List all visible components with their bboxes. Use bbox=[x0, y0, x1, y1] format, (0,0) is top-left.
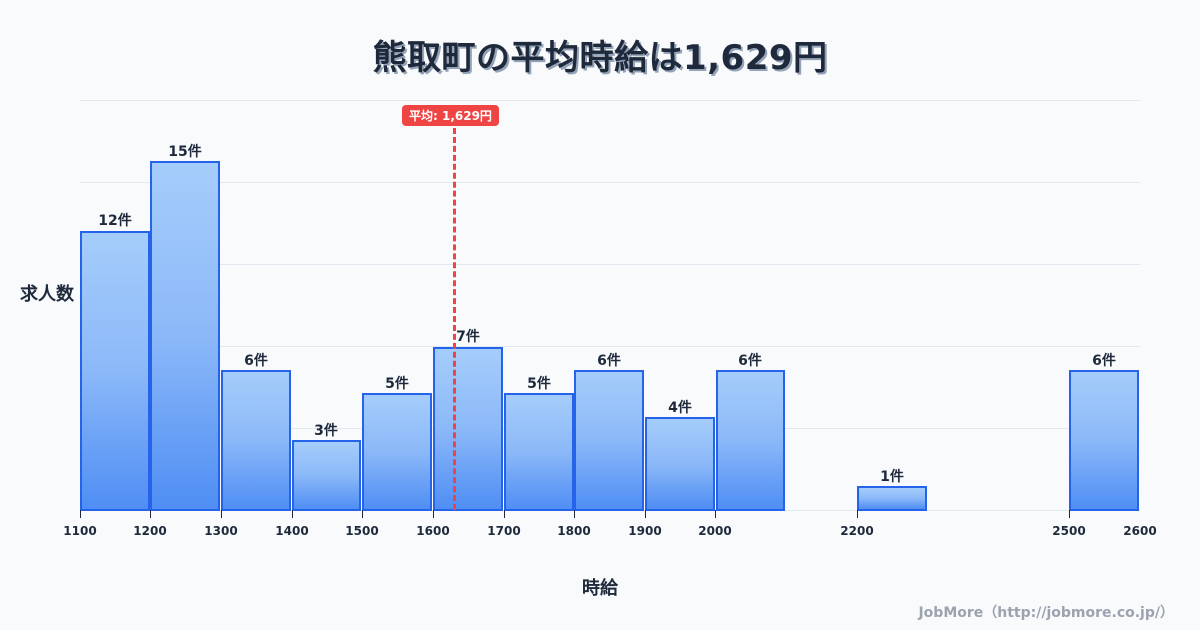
average-line bbox=[453, 128, 456, 510]
x-tick bbox=[645, 510, 646, 518]
bar-2200 bbox=[857, 486, 927, 511]
chart-title: 熊取町の平均時給は1,629円 bbox=[372, 38, 828, 78]
bar-1700 bbox=[504, 393, 574, 511]
gridline bbox=[80, 264, 1140, 265]
bar-1600 bbox=[433, 347, 503, 511]
x-tick-label: 2200 bbox=[840, 524, 874, 538]
x-tick bbox=[362, 510, 363, 518]
x-tick-label: 1500 bbox=[345, 524, 379, 538]
bar-value-label: 6件 bbox=[244, 353, 268, 369]
bar-value-label: 1件 bbox=[880, 469, 904, 485]
bar-value-label: 6件 bbox=[1092, 353, 1116, 369]
bar-value-label: 6件 bbox=[597, 353, 621, 369]
bar-1400 bbox=[292, 440, 361, 511]
x-tick bbox=[574, 510, 575, 518]
x-tick-label: 1700 bbox=[487, 524, 521, 538]
bar-2000 bbox=[716, 370, 785, 511]
average-badge: 平均: 1,629円 bbox=[402, 105, 499, 126]
bar-2500 bbox=[1069, 370, 1139, 511]
bar-value-label: 12件 bbox=[98, 213, 132, 229]
x-tick bbox=[715, 510, 716, 518]
bar-value-label: 6件 bbox=[738, 353, 762, 369]
bar-value-label: 5件 bbox=[527, 376, 551, 392]
x-tick-label: 1800 bbox=[557, 524, 591, 538]
gridline bbox=[80, 100, 1140, 101]
x-tick-label: 1200 bbox=[133, 524, 167, 538]
x-tick bbox=[1069, 510, 1070, 518]
bar-1200 bbox=[150, 161, 220, 511]
x-tick-label: 1600 bbox=[416, 524, 450, 538]
bar-1900 bbox=[645, 417, 715, 511]
x-tick bbox=[857, 510, 858, 518]
y-axis-label: 求人数 bbox=[20, 284, 74, 305]
bar-value-label: 7件 bbox=[456, 329, 480, 345]
x-tick bbox=[433, 510, 434, 518]
bar-1100 bbox=[80, 231, 150, 511]
x-tick bbox=[221, 510, 222, 518]
gridline bbox=[80, 182, 1140, 183]
bar-1500 bbox=[362, 393, 432, 511]
x-tick-label: 2500 bbox=[1052, 524, 1086, 538]
x-tick bbox=[292, 510, 293, 518]
x-tick bbox=[504, 510, 505, 518]
bar-value-label: 5件 bbox=[385, 376, 409, 392]
gridline bbox=[80, 346, 1140, 347]
bar-value-label: 15件 bbox=[168, 144, 202, 160]
bar-value-label: 3件 bbox=[314, 423, 338, 439]
bar-value-label: 4件 bbox=[668, 400, 692, 416]
bar-1800 bbox=[574, 370, 644, 511]
x-tick bbox=[150, 510, 151, 518]
credit-text: JobMore（http://jobmore.co.jp/） bbox=[918, 605, 1174, 621]
x-tick-label: 1900 bbox=[628, 524, 662, 538]
x-tick-label: 2000 bbox=[698, 524, 732, 538]
x-tick-label: 1400 bbox=[275, 524, 309, 538]
x-tick-label: 1300 bbox=[204, 524, 238, 538]
x-tick-label: 1100 bbox=[63, 524, 97, 538]
x-tick bbox=[80, 510, 81, 518]
x-axis-label: 時給 bbox=[582, 578, 618, 599]
x-tick-label: 2600 bbox=[1123, 524, 1157, 538]
bar-1300 bbox=[221, 370, 291, 511]
